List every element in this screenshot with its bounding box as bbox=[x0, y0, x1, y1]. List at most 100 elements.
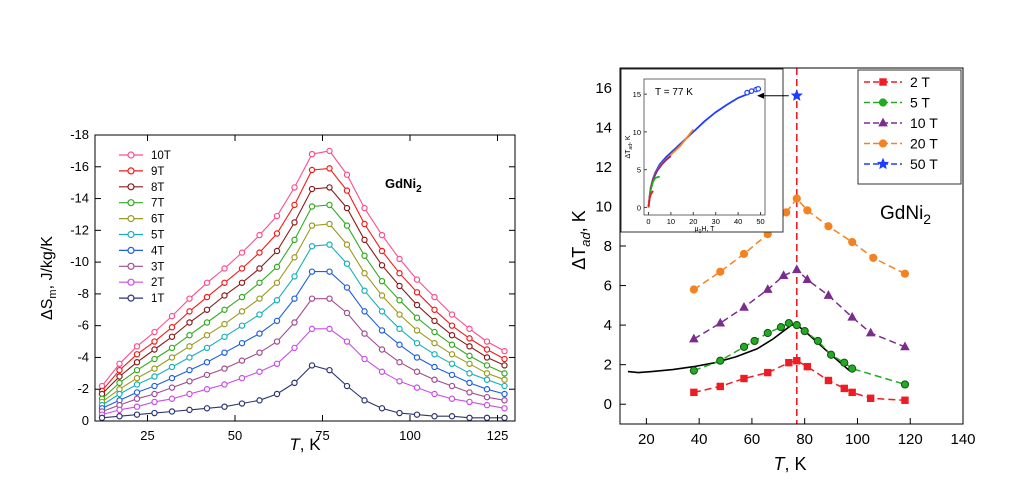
entropy-data-point bbox=[396, 270, 403, 277]
entropy-data-point bbox=[116, 406, 123, 414]
entropy-data-point bbox=[273, 338, 281, 345]
entropy-data-point bbox=[466, 379, 473, 387]
entropy-y-tick-label: -14 bbox=[70, 191, 89, 206]
entropy-data-point bbox=[343, 171, 351, 178]
adiabatic-legend-label: 2 T bbox=[910, 74, 930, 90]
entropy-data-point bbox=[308, 268, 316, 275]
entropy-data-point bbox=[133, 389, 141, 396]
inset-data-point bbox=[755, 86, 762, 92]
entropy-y-tick-label: -16 bbox=[70, 159, 89, 174]
entropy-data-point bbox=[203, 371, 211, 379]
entropy-data-point bbox=[256, 279, 263, 286]
adiabatic-y-tick-label: 2 bbox=[604, 357, 612, 374]
adiabatic-data-point bbox=[869, 253, 878, 262]
adiabatic-data-point bbox=[901, 396, 909, 404]
entropy-data-point bbox=[238, 339, 246, 347]
adiabatic-data-point bbox=[900, 341, 910, 351]
adiabatic-data-point bbox=[823, 290, 834, 299]
entropy-data-point bbox=[256, 349, 263, 356]
entropy-data-point bbox=[326, 241, 333, 248]
entropy-data-point bbox=[256, 311, 263, 318]
entropy-data-point bbox=[186, 390, 193, 398]
adiabatic-series-10T bbox=[689, 264, 910, 351]
inset-chart: 0 10 20 30 40 50 0 5 10 15 T = 77 K μ0H, T ΔTad, K bbox=[620, 68, 789, 235]
entropy-data-point bbox=[396, 297, 403, 304]
entropy-series-line bbox=[101, 298, 505, 413]
adiabatic-legend-item: 2 T bbox=[864, 74, 930, 90]
entropy-series-8T bbox=[98, 184, 508, 398]
entropy-y-label: ΔSm, J/kg/K bbox=[39, 236, 59, 320]
entropy-data-point bbox=[308, 222, 316, 229]
inset-x-tick-label: 10 bbox=[667, 217, 675, 226]
adiabatic-data-point bbox=[790, 89, 803, 101]
entropy-data-point bbox=[361, 252, 368, 259]
entropy-data-point bbox=[168, 408, 176, 415]
adiabatic-y-tick-label: 12 bbox=[595, 159, 612, 176]
adiabatic-data-point bbox=[848, 388, 856, 397]
entropy-data-point bbox=[501, 414, 508, 422]
entropy-data-point bbox=[448, 371, 456, 379]
entropy-data-point bbox=[238, 249, 246, 256]
entropy-data-point bbox=[483, 386, 491, 393]
entropy-legend-item: 3T bbox=[119, 261, 164, 273]
entropy-data-point bbox=[343, 309, 351, 317]
adiabatic-y-tick-label: 14 bbox=[595, 119, 612, 136]
entropy-data-point bbox=[203, 279, 211, 286]
entropy-series-line bbox=[101, 223, 505, 403]
entropy-data-point bbox=[343, 204, 351, 212]
entropy-data-point bbox=[133, 411, 141, 418]
entropy-data-point bbox=[361, 355, 368, 363]
adiabatic-legend-box bbox=[857, 69, 962, 185]
entropy-data-point bbox=[291, 236, 298, 244]
adiabatic-data-point bbox=[739, 249, 749, 259]
adiabatic-data-point bbox=[689, 333, 699, 343]
entropy-data-point bbox=[291, 379, 298, 387]
entropy-data-point bbox=[151, 346, 158, 353]
entropy-y-tick-label: -18 bbox=[70, 127, 89, 142]
entropy-data-point bbox=[291, 319, 298, 326]
entropy-data-point bbox=[273, 230, 281, 237]
entropy-x-tick-label: 50 bbox=[228, 428, 242, 443]
calculated-curve bbox=[627, 324, 851, 374]
entropy-series-line bbox=[101, 204, 505, 400]
adiabatic-legend-marker bbox=[878, 98, 888, 107]
entropy-data-point bbox=[168, 395, 176, 402]
entropy-data-point bbox=[361, 308, 368, 315]
inset-x-tick-label: 30 bbox=[712, 217, 720, 226]
entropy-data-point bbox=[308, 325, 316, 333]
entropy-data-point bbox=[186, 378, 193, 385]
entropy-data-point bbox=[483, 362, 491, 369]
entropy-data-point bbox=[133, 374, 141, 382]
entropy-legend-marker bbox=[127, 215, 135, 223]
inset-y-tick-label: 10 bbox=[633, 128, 641, 137]
entropy-data-point bbox=[151, 390, 158, 398]
entropy-data-point bbox=[221, 279, 228, 286]
entropy-plot-frame bbox=[94, 134, 516, 422]
entropy-data-point bbox=[168, 363, 176, 371]
entropy-data-point bbox=[256, 231, 263, 239]
entropy-data-point bbox=[308, 203, 316, 210]
entropy-data-point bbox=[501, 390, 508, 398]
entropy-data-point bbox=[431, 293, 438, 301]
entropy-data-point bbox=[238, 293, 246, 301]
entropy-data-point bbox=[238, 374, 246, 382]
entropy-data-point bbox=[116, 373, 123, 380]
entropy-data-point bbox=[168, 333, 176, 340]
entropy-data-point bbox=[431, 413, 438, 420]
entropy-legend-item: 9T bbox=[119, 166, 164, 178]
entropy-data-point bbox=[273, 212, 281, 220]
adiabatic-legend-marker bbox=[876, 157, 890, 170]
entropy-data-point bbox=[133, 395, 141, 402]
entropy-data-point bbox=[221, 349, 228, 356]
entropy-data-point bbox=[186, 295, 193, 302]
adiabatic-x-tick-label: 80 bbox=[796, 431, 813, 448]
adiabatic-legend-item: 20 T bbox=[864, 136, 938, 152]
inset-y-tick-label: 5 bbox=[637, 166, 641, 175]
entropy-series-7T bbox=[98, 201, 508, 402]
entropy-data-point bbox=[431, 363, 438, 371]
inset-x-label: μ0H, T bbox=[695, 226, 716, 235]
entropy-data-point bbox=[483, 354, 491, 361]
entropy-data-point bbox=[168, 354, 176, 361]
